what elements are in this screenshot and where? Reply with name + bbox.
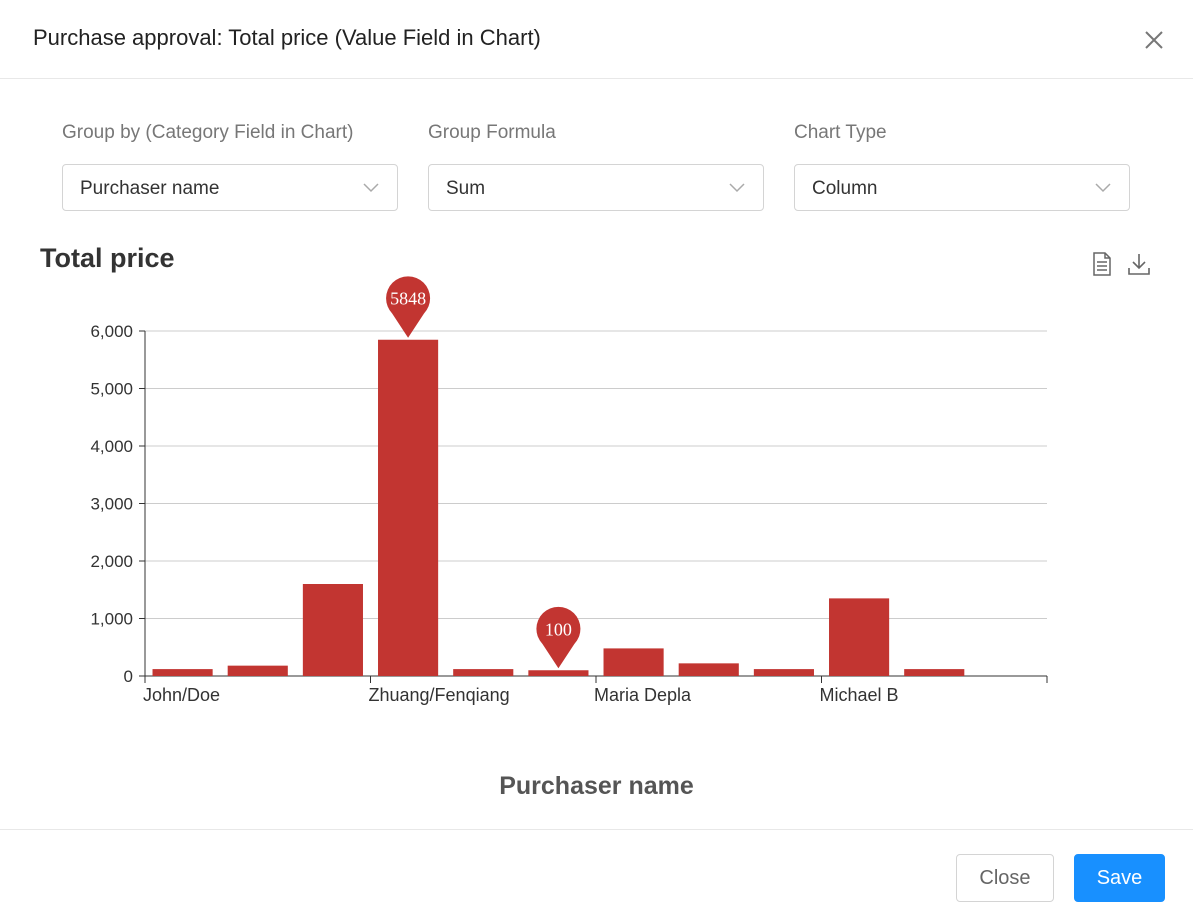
chart-type-value: Column — [812, 178, 878, 199]
chart-bar — [453, 669, 514, 676]
group-by-value: Purchaser name — [80, 178, 220, 199]
y-tick-label: 6,000 — [90, 322, 133, 341]
chart-bar — [528, 670, 589, 676]
data-view-icon[interactable] — [1089, 250, 1115, 278]
y-tick-label: 1,000 — [90, 610, 133, 629]
chevron-down-icon — [1095, 183, 1111, 193]
group-by-label: Group by (Category Field in Chart) — [62, 122, 354, 143]
x-axis-title: Purchaser name — [499, 772, 694, 800]
chevron-down-icon — [363, 183, 379, 193]
y-tick-label: 0 — [124, 667, 133, 686]
x-tick-label: John/Doe — [143, 685, 220, 705]
download-icon[interactable] — [1126, 250, 1152, 278]
min-marker-label: 100 — [545, 619, 572, 639]
chart-bar — [302, 584, 363, 676]
max-marker-pin — [386, 276, 431, 338]
chart-type-select[interactable]: Column — [794, 164, 1130, 211]
group-formula-label: Group Formula — [428, 122, 556, 143]
chart-bar — [904, 669, 965, 676]
x-tick-label: Maria Depla — [594, 685, 692, 705]
group-by-select[interactable]: Purchaser name — [62, 164, 398, 211]
chart-type-label: Chart Type — [794, 122, 887, 143]
group-formula-value: Sum — [446, 178, 486, 199]
x-tick-label: Zhuang/Fenqiang — [369, 685, 510, 705]
chart-bar — [227, 665, 288, 676]
chart-bar — [829, 598, 890, 676]
max-marker-label: 5848 — [390, 289, 426, 309]
chart-title: Total price — [40, 243, 175, 273]
bar-chart: 0 1,000 2,000 3,000 4,000 5,000 6,000 John/Doe Z… — [90, 276, 1048, 705]
y-tick-label: 4,000 — [90, 437, 133, 456]
chart-bar — [152, 669, 213, 676]
y-tick-label: 5,000 — [90, 380, 133, 399]
dialog-title: Purchase approval: Total price (Value Fi… — [33, 25, 541, 50]
close-icon[interactable] — [1142, 28, 1166, 52]
chevron-down-icon — [729, 183, 745, 193]
dialog-header: Purchase approval: Total price (Value Fi… — [0, 0, 1193, 79]
dialog-footer: Close Save — [0, 829, 1193, 910]
chart-bar — [753, 669, 814, 676]
y-tick-label: 2,000 — [90, 552, 133, 571]
y-tick-label: 3,000 — [90, 495, 133, 514]
chart-bar — [678, 663, 739, 676]
group-formula-select[interactable]: Sum — [428, 164, 764, 211]
save-button[interactable]: Save — [1074, 854, 1165, 902]
x-tick-label: Michael B — [820, 685, 899, 705]
close-button[interactable]: Close — [956, 854, 1054, 902]
chart-bar — [378, 339, 439, 676]
chart-bar — [603, 648, 664, 676]
min-marker-pin — [536, 606, 581, 669]
